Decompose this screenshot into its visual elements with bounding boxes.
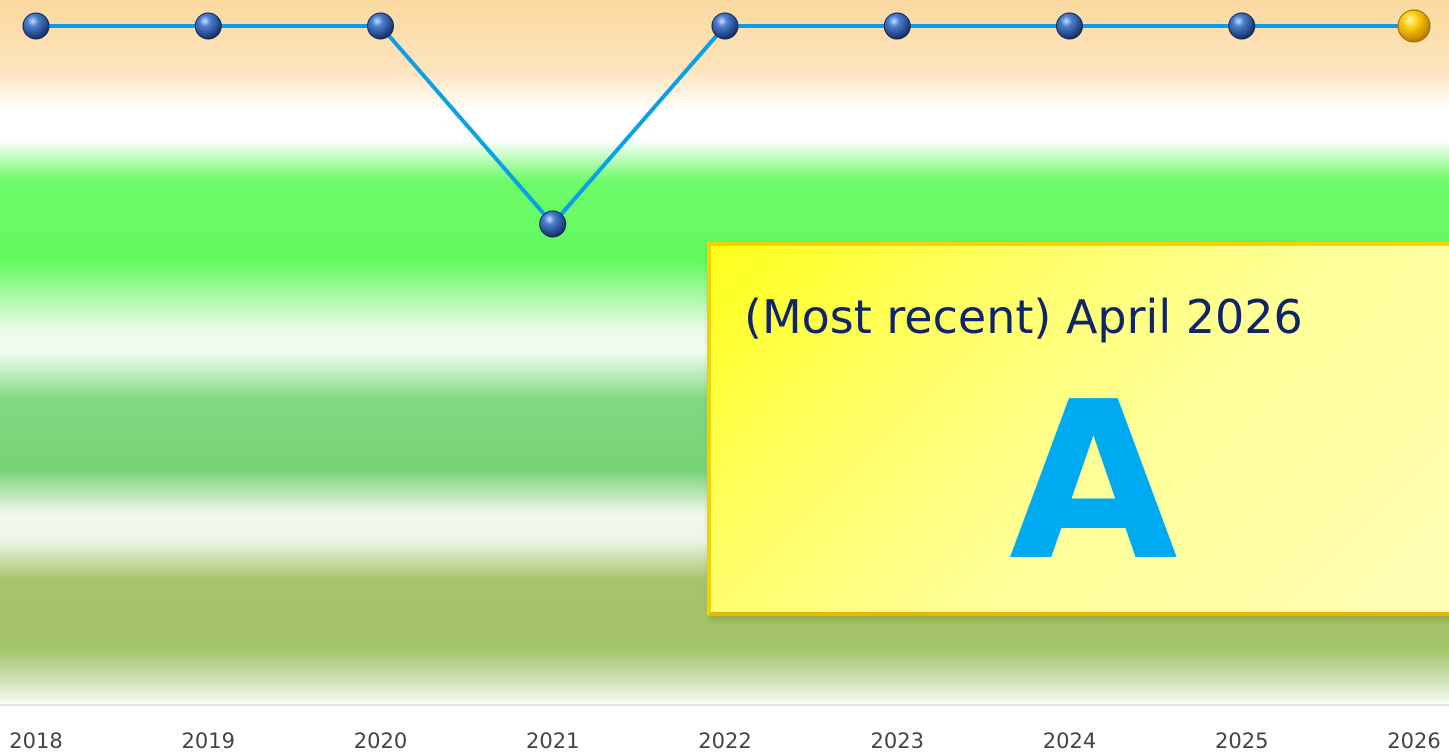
- data-point-2019[interactable]: [194, 12, 222, 40]
- x-tick-label-2018: 2018: [9, 729, 62, 752]
- x-tick-label-2024: 2024: [1043, 729, 1096, 752]
- x-tick-label-2026: 2026: [1387, 729, 1440, 752]
- latest-grade-callout: (Most recent) April 2026 A: [707, 242, 1449, 616]
- data-point-2018[interactable]: [22, 12, 50, 40]
- x-tick-label-2022: 2022: [698, 729, 751, 752]
- data-point-2020[interactable]: [367, 12, 394, 40]
- x-tick-label-2021: 2021: [526, 729, 579, 752]
- x-tick-label-2019: 2019: [182, 729, 235, 752]
- data-point-2022[interactable]: [711, 12, 739, 40]
- x-tick-label-2025: 2025: [1215, 729, 1268, 752]
- x-axis-line: [0, 704, 1449, 706]
- x-tick-label-2023: 2023: [871, 729, 924, 752]
- data-point-2021[interactable]: [539, 210, 567, 238]
- data-point-2026[interactable]: [1397, 9, 1431, 43]
- x-tick-label-2020: 2020: [354, 729, 407, 752]
- callout-grade: A: [1009, 356, 1178, 609]
- series-line: [36, 24, 1414, 226]
- data-point-2025[interactable]: [1228, 12, 1256, 40]
- callout-title: (Most recent) April 2026: [744, 290, 1303, 344]
- data-point-2023[interactable]: [883, 12, 911, 40]
- data-point-2024[interactable]: [1056, 12, 1083, 40]
